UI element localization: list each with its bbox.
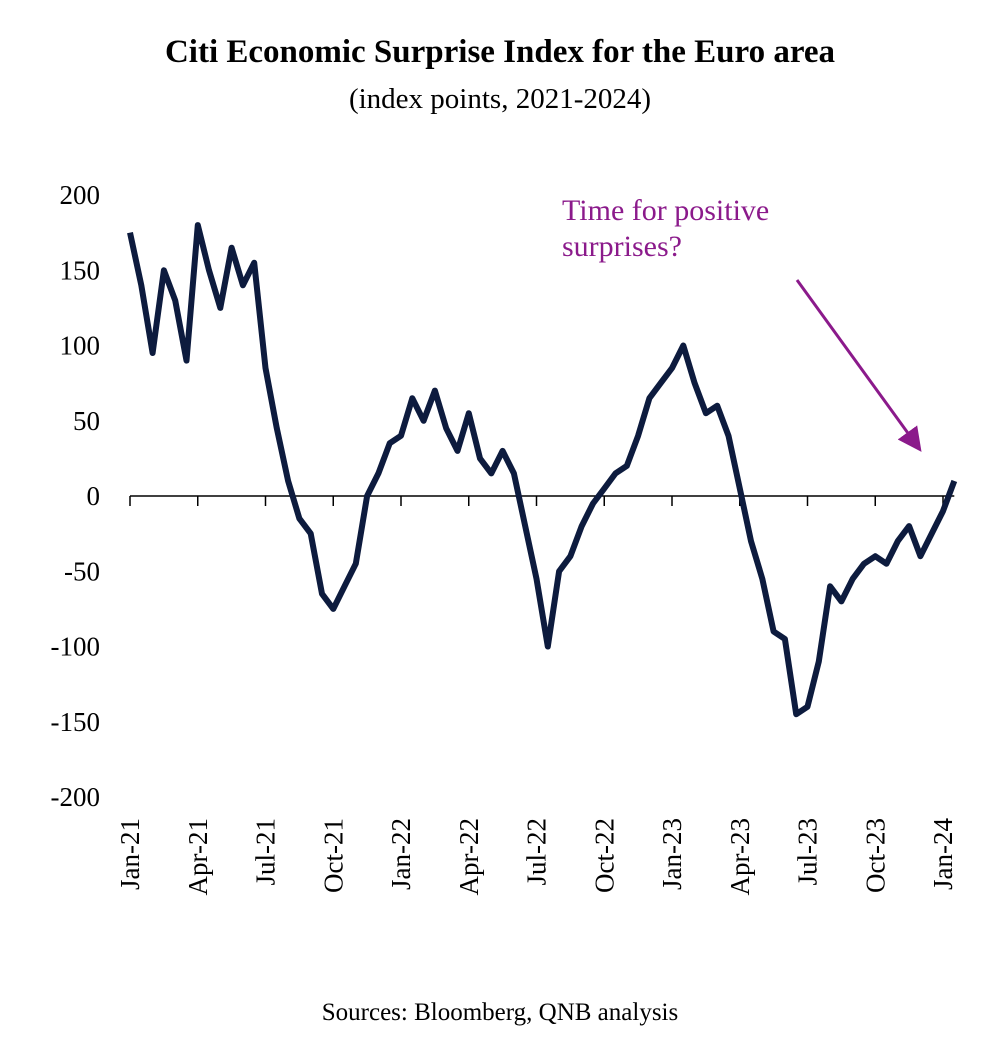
y-tick-label: 100 <box>60 331 101 361</box>
annotation: Time for positive <box>562 194 769 227</box>
x-tick-label: Apr-23 <box>725 818 755 895</box>
x-tick-label: Oct-21 <box>318 818 348 893</box>
x-tick-label: Jan-24 <box>928 818 958 890</box>
annotation-arrow <box>795 279 922 452</box>
x-tick-label: Jan-22 <box>386 818 416 890</box>
y-tick-label: -200 <box>51 782 101 812</box>
chart-title: Citi Economic Surprise Index for the Eur… <box>165 34 835 70</box>
y-tick-label: 0 <box>87 481 101 511</box>
y-tick-label: 150 <box>60 255 101 285</box>
series-line <box>127 222 958 718</box>
annotation: surprises? <box>562 230 682 263</box>
y-tick-label: -150 <box>51 707 101 737</box>
x-tick-label: Jul-23 <box>793 818 823 886</box>
x-tick-label: Apr-22 <box>454 818 484 895</box>
x-tick-label: Jan-21 <box>115 818 145 890</box>
source: Sources: Bloomberg, QNB analysis <box>322 999 678 1026</box>
x-tick-label: Oct-23 <box>860 818 890 893</box>
x-tick-label: Oct-22 <box>589 818 619 893</box>
x-tick-label: Jan-23 <box>657 818 687 890</box>
chart-subtitle: (index points, 2021-2024) <box>349 83 651 115</box>
y-tick-label: -50 <box>64 556 100 586</box>
x-tick-label: Jul-22 <box>522 818 552 886</box>
x-tick-label: Jul-21 <box>251 818 281 886</box>
y-tick-label: 50 <box>73 406 100 436</box>
x-tick-label: Apr-21 <box>183 818 213 895</box>
y-tick-label: 200 <box>60 180 101 210</box>
y-tick-label: -100 <box>51 632 101 662</box>
